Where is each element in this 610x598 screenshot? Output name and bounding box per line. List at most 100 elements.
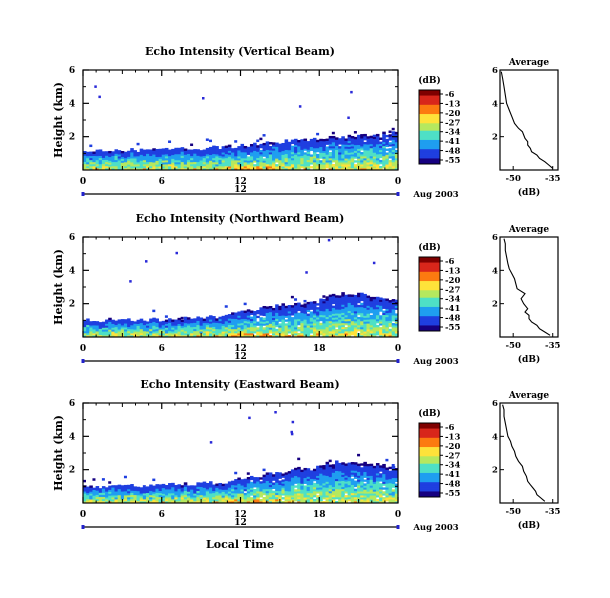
- heatmap-cell: [294, 154, 298, 157]
- heatmap-cell: [240, 328, 245, 332]
- heatmap-cell: [272, 335, 276, 338]
- colorbar-swatch: [419, 138, 440, 141]
- heatmap-cell: [347, 302, 352, 305]
- heatmap-cell: [196, 488, 200, 491]
- heatmap-cell: [205, 484, 210, 488]
- colorbar-swatch: [419, 478, 440, 481]
- heatmap-cell: [161, 501, 166, 504]
- heatmap-cell: [224, 483, 229, 486]
- heatmap-cell: [350, 312, 355, 316]
- heatmap-cell: [281, 305, 285, 308]
- profile-y-tick-label: 6: [492, 233, 498, 243]
- heatmap-cell: [183, 152, 188, 155]
- heatmap-cell: [290, 149, 295, 153]
- heatmap-cell: [272, 160, 276, 163]
- heatmap-cell: [284, 151, 289, 155]
- heatmap-cell: [105, 157, 109, 160]
- heatmap-cell: [262, 162, 267, 165]
- heatmap-cell: [379, 469, 383, 472]
- heatmap-cell: [199, 494, 204, 498]
- heatmap-cell: [212, 151, 216, 155]
- heatmap-cell: [243, 498, 248, 502]
- heatmap-cell: [319, 314, 323, 318]
- colorbar-swatch: [419, 268, 440, 271]
- heatmap-cell: [86, 490, 90, 494]
- heatmap-cell: [363, 303, 367, 307]
- heatmap-cell: [287, 489, 292, 492]
- heatmap-cell: [303, 473, 308, 477]
- heatmap-cell: [234, 159, 238, 163]
- heatmap-cell: [281, 479, 285, 482]
- heatmap-cell: [202, 481, 207, 484]
- heatmap-cell: [284, 498, 289, 502]
- heatmap-cell: [215, 501, 219, 504]
- heatmap-cell: [133, 160, 137, 163]
- heatmap-cell: [294, 473, 298, 477]
- heatmap-cell: [306, 301, 311, 305]
- heatmap-cell: [83, 479, 86, 483]
- heatmap-cell: [127, 484, 131, 488]
- heatmap-cell: [262, 484, 267, 488]
- heatmap-cell: [218, 324, 222, 328]
- heatmap-cell: [205, 324, 210, 328]
- heatmap-cell: [375, 479, 380, 482]
- heatmap-cell: [335, 149, 339, 153]
- heatmap-cell: [328, 318, 333, 322]
- date-label: Aug 2003: [412, 357, 458, 367]
- heatmap-cell: [281, 142, 285, 146]
- heatmap-cell: [281, 485, 285, 488]
- heatmap-cell: [183, 488, 188, 491]
- heatmap-cell: [243, 159, 248, 163]
- heatmap-cell: [193, 326, 197, 330]
- heatmap-cell: [341, 314, 345, 318]
- heatmap-cell: [382, 318, 386, 322]
- heatmap-cell: [240, 481, 245, 484]
- heatmap-cell: [146, 167, 150, 171]
- heatmap-cell: [105, 331, 109, 334]
- heatmap-cell: [306, 159, 311, 163]
- heatmap-cell: [322, 495, 326, 498]
- heatmap-cell: [312, 484, 317, 488]
- heatmap-cell: [262, 480, 267, 484]
- heatmap-cell: [382, 463, 386, 467]
- heatmap-cell: [309, 319, 314, 322]
- heatmap-cell: [262, 148, 267, 152]
- heatmap-cell: [303, 317, 308, 320]
- heatmap-cell: [240, 330, 245, 334]
- heatmap-cell: [243, 314, 248, 318]
- heatmap-cell: [309, 480, 314, 484]
- heatmap-cell: [127, 332, 131, 336]
- heatmap-cell: [319, 483, 323, 486]
- heatmap-cell: [231, 318, 235, 321]
- heatmap-cell: [256, 327, 260, 330]
- heatmap-cell: [353, 306, 358, 310]
- heatmap-cell: [328, 137, 333, 141]
- heatmap-cell: [297, 306, 301, 310]
- heatmap-cell: [360, 136, 364, 139]
- heatmap-cell: [306, 309, 311, 313]
- heatmap-cell: [212, 332, 216, 336]
- colorbar-swatch: [419, 277, 440, 280]
- heatmap-cell: [350, 144, 355, 147]
- heatmap-cell: [294, 479, 298, 482]
- heatmap-cell: [149, 328, 153, 332]
- heatmap-cell: [394, 137, 399, 141]
- heatmap-cell: [158, 335, 163, 338]
- heatmap-cell: [278, 480, 282, 483]
- heatmap-cell: [372, 162, 377, 165]
- heatmap-cell: [312, 500, 317, 504]
- heatmap-cell: [388, 490, 393, 494]
- heatmap-cell: [382, 491, 386, 494]
- heatmap-cell: [290, 483, 295, 486]
- heatmap-cell: [262, 164, 267, 167]
- heatmap-cell: [353, 168, 358, 171]
- heatmap-cell: [193, 324, 197, 328]
- heatmap-cell: [256, 165, 260, 169]
- heatmap-cell: [306, 468, 311, 471]
- colorbar-swatch: [419, 114, 440, 117]
- heatmap-cell: [375, 300, 380, 304]
- heatmap-cell: [101, 494, 106, 498]
- heatmap-cell: [341, 300, 345, 303]
- heatmap-cell: [205, 147, 210, 151]
- heatmap-cell: [237, 497, 241, 500]
